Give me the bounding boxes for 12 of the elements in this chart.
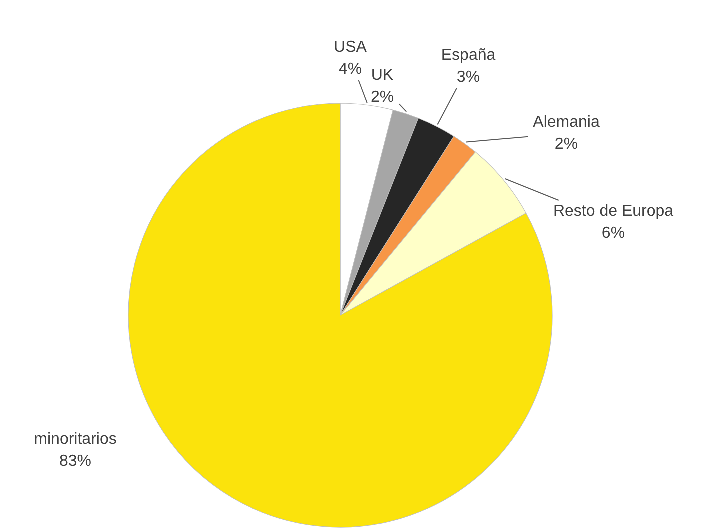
slice-label: España	[441, 46, 496, 64]
data-label: 3%	[456, 69, 480, 86]
data-label: 2%	[370, 89, 394, 106]
data-label: 83%	[59, 453, 92, 470]
slice-label: UK	[371, 66, 394, 84]
data-label: 4%	[338, 61, 362, 78]
slice-label: USA	[334, 38, 368, 56]
data-label: 2%	[554, 136, 578, 154]
slice-label: minoritarios	[34, 430, 117, 448]
data-label: 6%	[602, 225, 626, 242]
slice-label: Alemania	[533, 114, 600, 131]
slice-label: Resto de Europa	[553, 202, 674, 220]
